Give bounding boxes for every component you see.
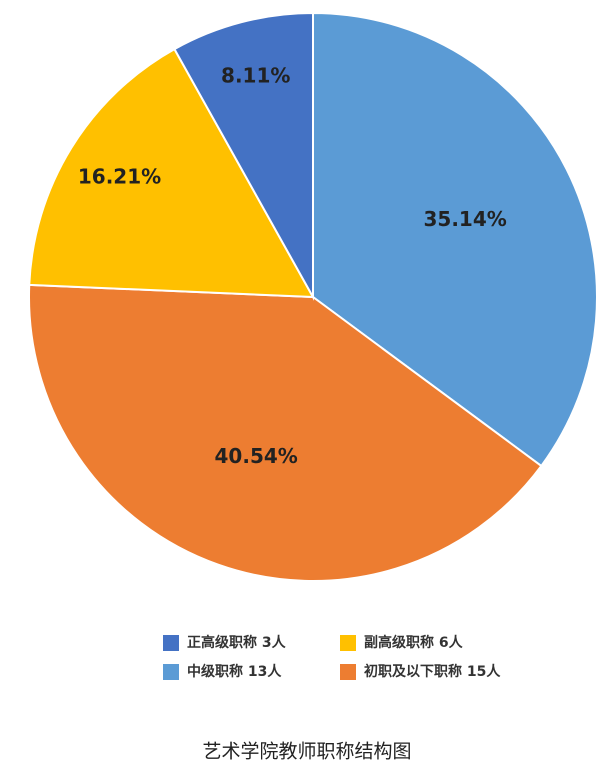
legend-swatch (163, 664, 179, 680)
legend-label: 初职及以下职称 15人 (364, 663, 501, 680)
pie-slice (28, 283, 543, 582)
legend-swatch (340, 635, 356, 651)
legend-label: 中级职称 13人 (187, 663, 282, 680)
data-label: 16.21% (78, 164, 161, 188)
legend-label: 副高级职称 6人 (364, 634, 464, 651)
pie-slice (28, 47, 315, 299)
pie-slice (312, 11, 599, 468)
pie-slice (173, 11, 314, 301)
data-label: 8.11% (221, 64, 290, 88)
data-label: 35.14% (424, 207, 507, 231)
data-label: 40.54% (215, 444, 298, 468)
legend-swatch (163, 635, 179, 651)
legend-swatch (340, 664, 356, 680)
chart-title: 艺术学院教师职称结构图 (202, 741, 411, 763)
legend-label: 正高级职称 3人 (187, 634, 287, 651)
